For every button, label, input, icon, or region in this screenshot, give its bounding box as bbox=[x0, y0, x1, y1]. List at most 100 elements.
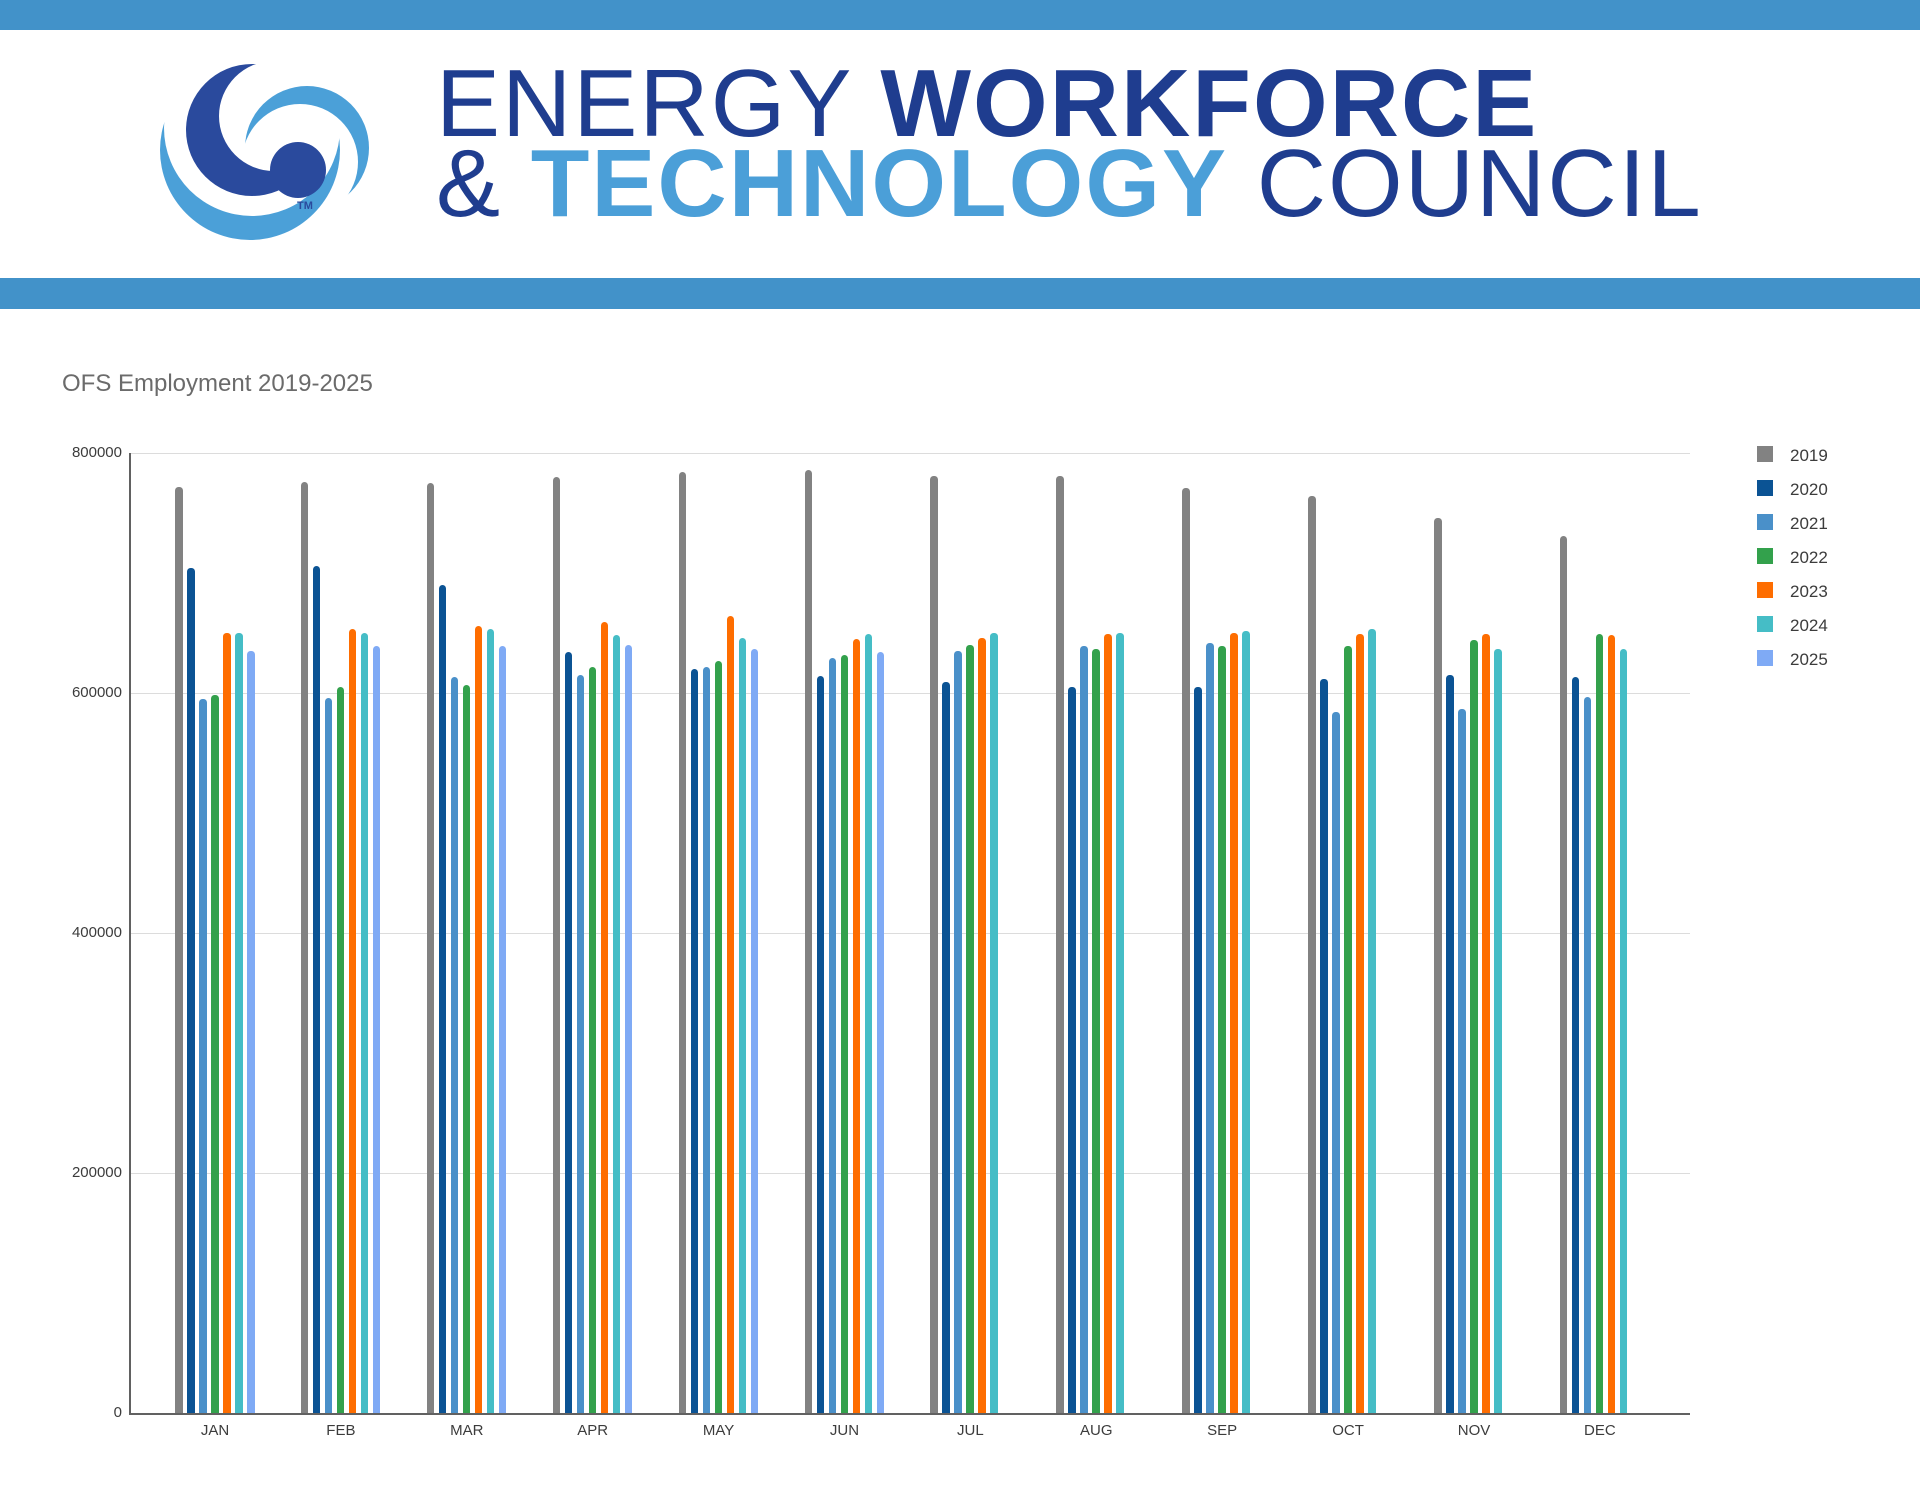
bar-2024-aug[interactable] bbox=[1116, 633, 1124, 1413]
bar-2022-sep[interactable] bbox=[1218, 646, 1226, 1413]
y-axis-tick-800000: 800000 bbox=[71, 444, 122, 461]
bar-2019-apr[interactable] bbox=[552, 477, 561, 1413]
wordmark-line1: ENERGY WORKFORCE bbox=[436, 56, 1538, 152]
bar-2025-feb[interactable] bbox=[372, 646, 381, 1413]
bar-2020-jan[interactable] bbox=[187, 568, 195, 1413]
bar-2023-jan[interactable] bbox=[223, 633, 231, 1413]
chart-title: OFS Employment 2019-2025 bbox=[62, 370, 373, 397]
bar-2022-aug[interactable] bbox=[1092, 648, 1100, 1413]
legend-swatch-2025 bbox=[1757, 650, 1773, 666]
x-axis-label-jul: JUL bbox=[957, 1422, 984, 1439]
top-accent-band bbox=[0, 0, 1920, 30]
wordmark-council: COUNCIL bbox=[1228, 130, 1703, 237]
bar-2021-feb[interactable] bbox=[324, 697, 333, 1413]
bar-2020-feb[interactable] bbox=[312, 565, 321, 1413]
bar-2024-apr[interactable] bbox=[612, 635, 621, 1413]
bar-2019-jul[interactable] bbox=[930, 475, 938, 1413]
bar-2024-oct[interactable] bbox=[1368, 629, 1376, 1413]
bar-2024-sep[interactable] bbox=[1242, 630, 1250, 1413]
legend-swatch-2023 bbox=[1757, 582, 1773, 598]
bar-2020-sep[interactable] bbox=[1194, 687, 1202, 1413]
bar-2022-nov[interactable] bbox=[1470, 640, 1478, 1413]
bar-2023-may[interactable] bbox=[726, 616, 735, 1413]
bar-2022-apr[interactable] bbox=[588, 666, 597, 1413]
bar-2023-apr[interactable] bbox=[600, 622, 609, 1413]
bar-2023-mar[interactable] bbox=[474, 625, 483, 1413]
logo-center-dot bbox=[270, 142, 326, 198]
bar-2025-mar[interactable] bbox=[498, 646, 507, 1413]
bar-2024-jan[interactable] bbox=[235, 633, 243, 1413]
bar-2022-jul[interactable] bbox=[966, 645, 974, 1413]
bar-2019-oct[interactable] bbox=[1308, 496, 1316, 1413]
bar-2021-apr[interactable] bbox=[576, 675, 585, 1413]
bar-2024-dec[interactable] bbox=[1619, 648, 1628, 1413]
bar-2021-may[interactable] bbox=[702, 666, 711, 1413]
bar-2021-mar[interactable] bbox=[450, 677, 459, 1413]
bar-2024-jun[interactable] bbox=[864, 634, 872, 1413]
x-axis-label-feb: FEB bbox=[326, 1422, 356, 1439]
bar-2020-apr[interactable] bbox=[564, 652, 573, 1413]
bar-2020-aug[interactable] bbox=[1068, 687, 1076, 1413]
bar-2019-dec[interactable] bbox=[1559, 535, 1568, 1413]
bar-2025-jan[interactable] bbox=[247, 651, 255, 1413]
bar-2020-oct[interactable] bbox=[1320, 678, 1328, 1413]
bar-2022-may[interactable] bbox=[714, 660, 723, 1413]
bar-2023-dec[interactable] bbox=[1607, 635, 1616, 1413]
bar-2020-mar[interactable] bbox=[438, 585, 447, 1413]
x-axis-label-oct: OCT bbox=[1332, 1422, 1364, 1439]
bar-2023-oct[interactable] bbox=[1356, 634, 1364, 1413]
x-axis-label-jun: JUN bbox=[829, 1422, 860, 1439]
bar-2021-jul[interactable] bbox=[954, 651, 962, 1413]
bar-2019-nov[interactable] bbox=[1434, 517, 1442, 1413]
bar-2025-apr[interactable] bbox=[624, 645, 633, 1413]
bar-2021-jun[interactable] bbox=[828, 658, 836, 1413]
bar-2022-jan[interactable] bbox=[211, 695, 219, 1413]
bar-2024-may[interactable] bbox=[738, 637, 747, 1413]
bar-2025-jun[interactable] bbox=[876, 652, 884, 1413]
bar-2020-nov[interactable] bbox=[1446, 675, 1454, 1413]
bar-2019-mar[interactable] bbox=[426, 483, 435, 1413]
bar-2020-dec[interactable] bbox=[1571, 677, 1580, 1413]
bar-2021-jan[interactable] bbox=[199, 699, 207, 1413]
bar-2022-feb[interactable] bbox=[336, 687, 345, 1413]
y-axis-tick-400000: 400000 bbox=[71, 924, 122, 941]
bar-2019-may[interactable] bbox=[678, 472, 687, 1413]
bar-2021-nov[interactable] bbox=[1458, 708, 1466, 1413]
bar-2020-may[interactable] bbox=[690, 669, 699, 1413]
legend-label-2024: 2024 bbox=[1790, 616, 1828, 635]
wordmark-line2: & TECHNOLOGY COUNCIL bbox=[436, 136, 1703, 232]
wordmark-technology: TECHNOLOGY bbox=[530, 130, 1229, 237]
bar-2023-jun[interactable] bbox=[852, 639, 860, 1413]
wordmark-workforce: WORKFORCE bbox=[880, 50, 1539, 157]
bar-2019-feb[interactable] bbox=[300, 481, 309, 1413]
bar-2022-mar[interactable] bbox=[462, 684, 471, 1413]
bar-2024-feb[interactable] bbox=[360, 633, 369, 1413]
bar-2021-sep[interactable] bbox=[1206, 642, 1214, 1413]
x-axis-label-nov: NOV bbox=[1457, 1422, 1491, 1439]
bar-2024-nov[interactable] bbox=[1494, 648, 1502, 1413]
bar-2023-jul[interactable] bbox=[978, 637, 986, 1413]
bar-2019-sep[interactable] bbox=[1182, 487, 1190, 1413]
bar-2024-jul[interactable] bbox=[990, 633, 998, 1413]
bar-2019-jun[interactable] bbox=[804, 469, 812, 1413]
council-swirl-logo-icon bbox=[140, 40, 380, 250]
bar-2023-aug[interactable] bbox=[1104, 634, 1112, 1413]
bar-2020-jul[interactable] bbox=[942, 682, 950, 1413]
bar-2024-mar[interactable] bbox=[486, 629, 495, 1413]
bar-2023-sep[interactable] bbox=[1230, 633, 1238, 1413]
bar-2022-dec[interactable] bbox=[1595, 634, 1604, 1413]
legend-swatch-2019 bbox=[1757, 446, 1773, 462]
bar-2025-may[interactable] bbox=[750, 648, 759, 1413]
bar-2021-dec[interactable] bbox=[1583, 696, 1592, 1413]
bar-2022-oct[interactable] bbox=[1344, 646, 1352, 1413]
bar-2019-aug[interactable] bbox=[1056, 475, 1064, 1413]
bar-2020-jun[interactable] bbox=[816, 676, 824, 1413]
x-axis-line bbox=[129, 1413, 1690, 1415]
bar-2023-feb[interactable] bbox=[348, 629, 357, 1413]
bar-2023-nov[interactable] bbox=[1482, 634, 1490, 1413]
bar-2021-oct[interactable] bbox=[1332, 712, 1340, 1413]
bar-2022-jun[interactable] bbox=[840, 654, 848, 1413]
bar-2021-aug[interactable] bbox=[1080, 646, 1088, 1413]
bar-2019-jan[interactable] bbox=[175, 486, 183, 1413]
legend-label-2021: 2021 bbox=[1790, 514, 1828, 533]
